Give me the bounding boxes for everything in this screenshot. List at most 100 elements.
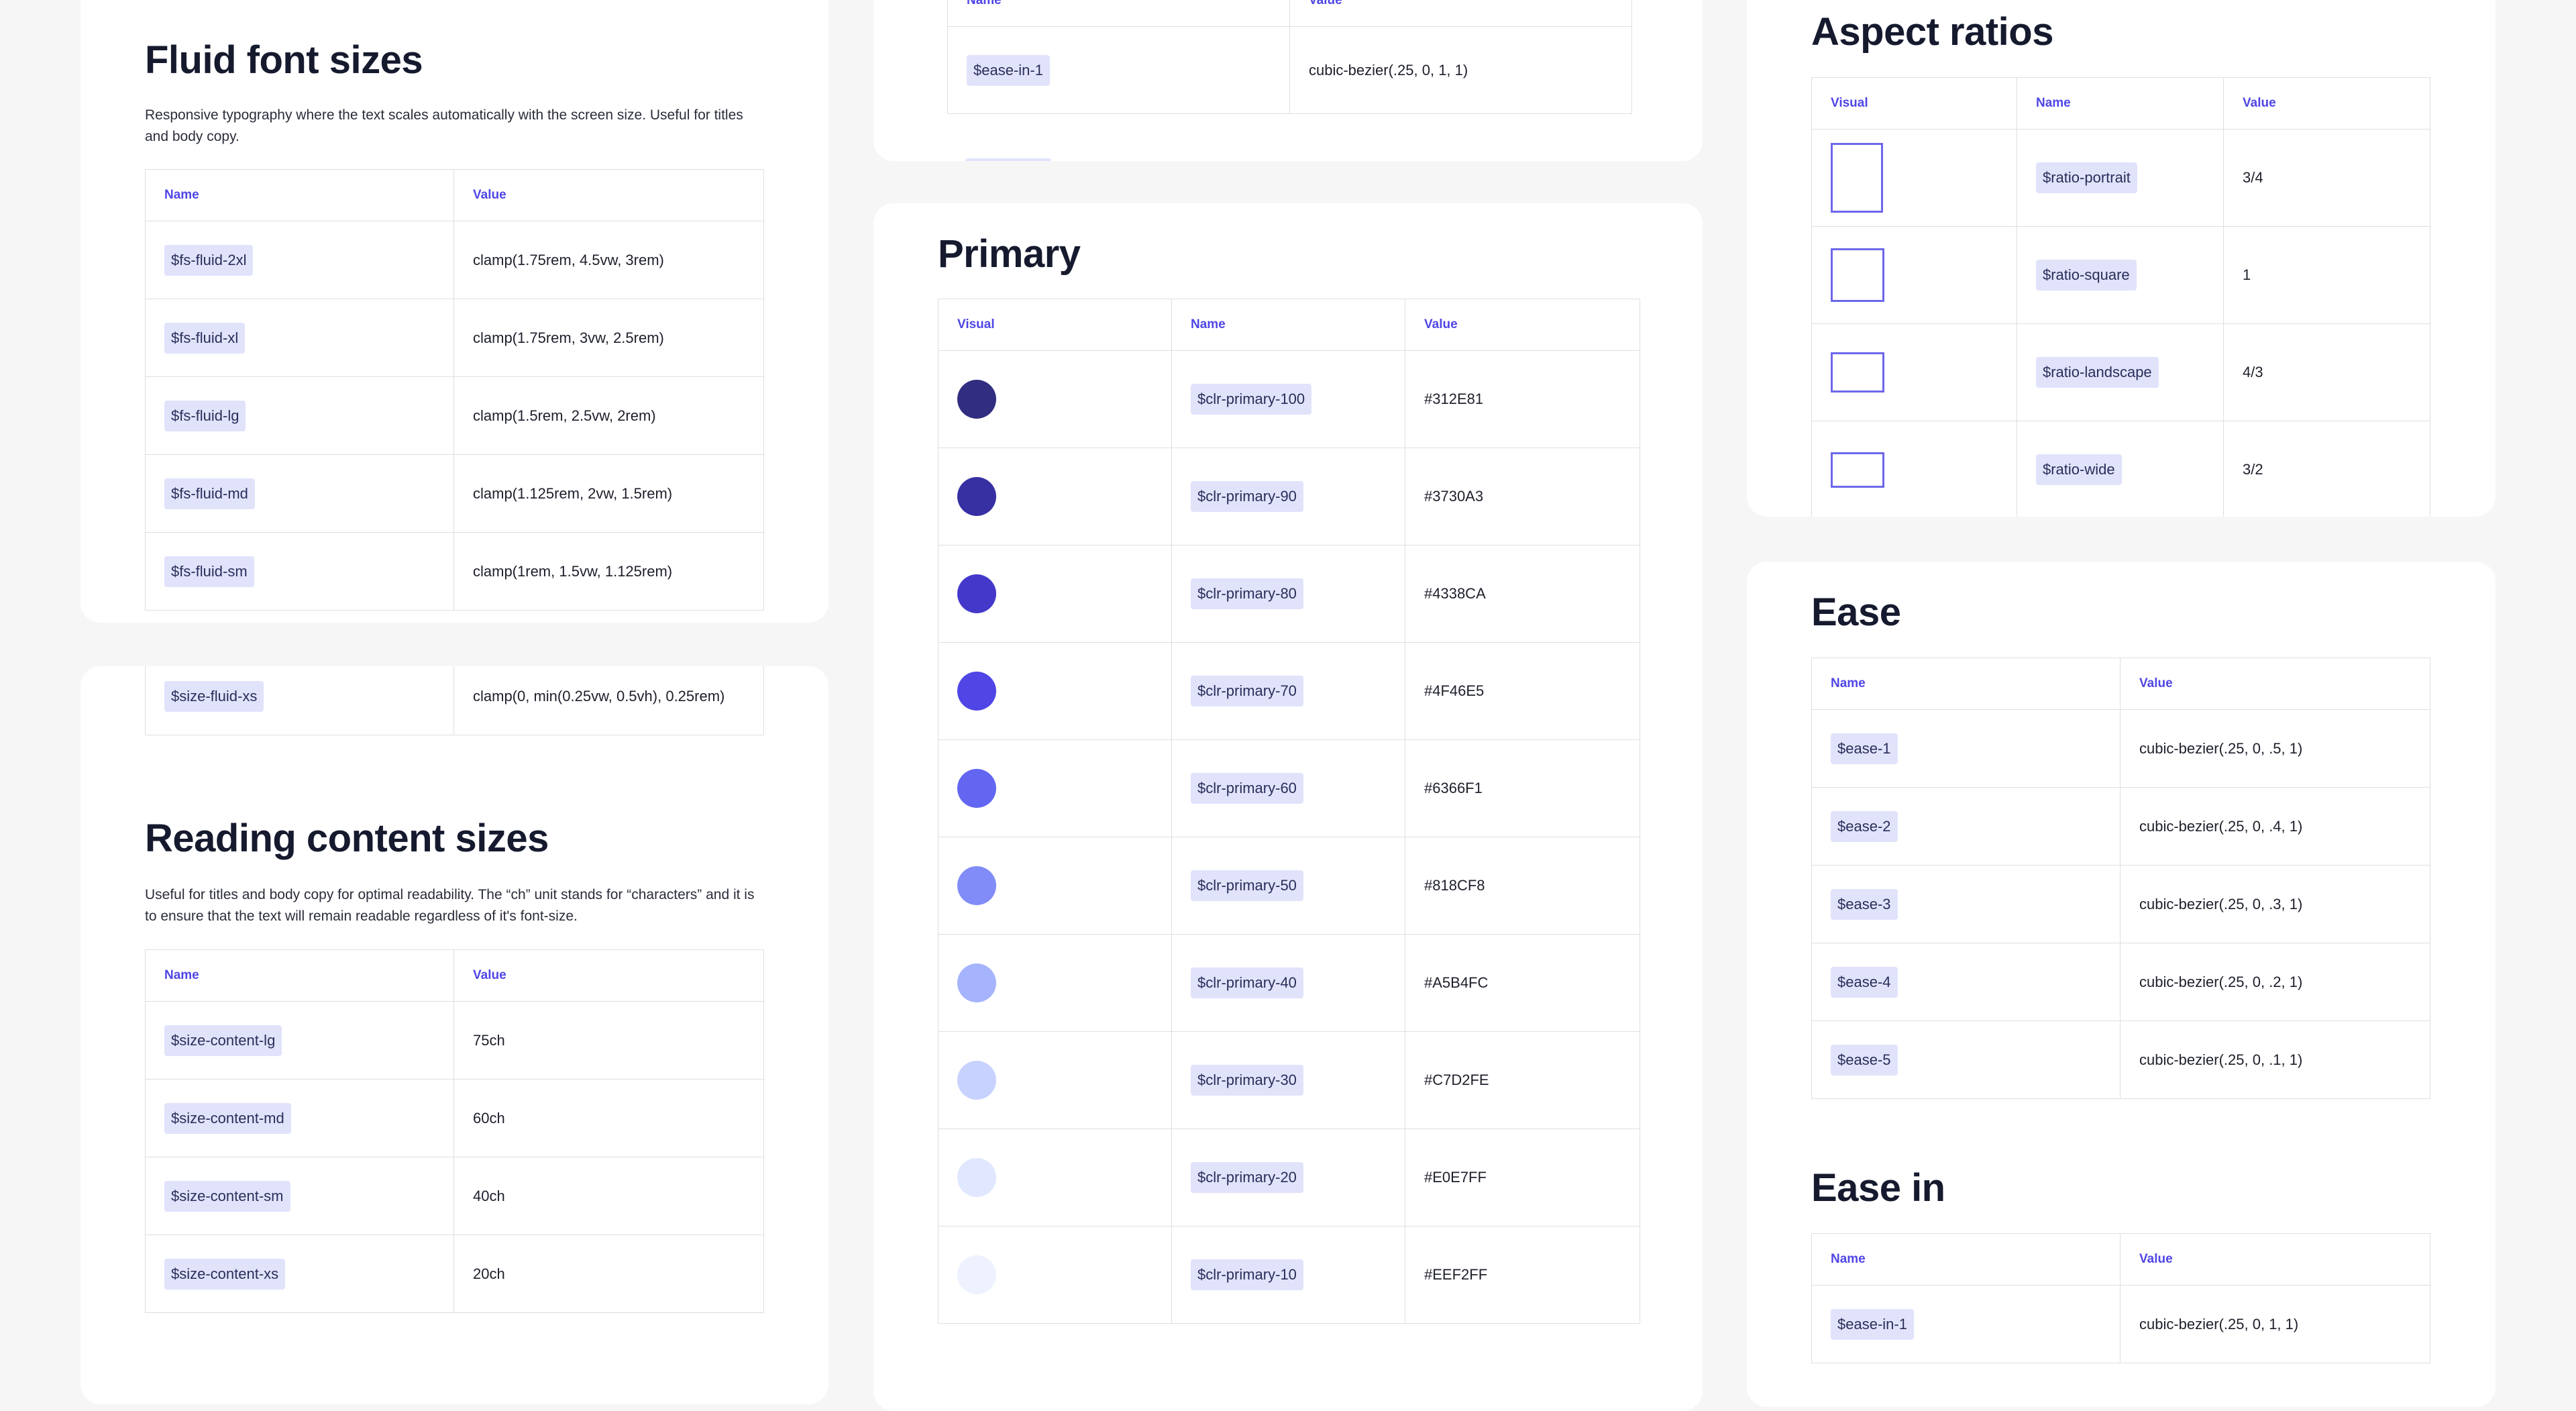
name-cell: $clr-primary-100 (1171, 350, 1405, 448)
value-cell: #818CF8 (1405, 837, 1640, 935)
table-row: $ease-in-1 cubic-bezier(.25, 0, 1, 1) (1811, 1285, 2430, 1363)
ease-card: Ease Name Value $ease-1 cubic-bezier(.25,… (1747, 562, 2496, 1407)
color-swatch (957, 672, 996, 711)
value-cell: cubic-bezier(.25, 0, 1, 1) (1289, 26, 1632, 114)
table-row: $fs-fluid-sm clamp(1rem, 1.5vw, 1.125rem) (145, 532, 764, 611)
name-cell: $ratio-square (2017, 226, 2224, 324)
fluid-size-tail-table: $size-fluid-xs clamp(0, min(0.25vw, 0.5vh… (145, 666, 764, 735)
ease-in-top-card: Name Value $ease-in-1 cubic-bezier(.25, 0… (873, 0, 1703, 161)
name-cell: $clr-primary-70 (1171, 642, 1405, 740)
visual-cell (938, 739, 1172, 837)
value-cell: #4338CA (1405, 545, 1640, 643)
name-cell: $ease-3 (1811, 865, 2121, 943)
ease-in-table: Name Value $ease-in-1 cubic-bezier(.25, 0… (1811, 1233, 2430, 1363)
ease-in-top-table: Name Value $ease-in-1 cubic-bezier(.25, 0… (947, 0, 1632, 114)
name-cell: $ratio-landscape (2017, 323, 2224, 421)
token-name-chip: $ease-5 (1831, 1044, 1898, 1076)
value-cell: clamp(0, min(0.25vw, 0.5vh), 0.25rem) (453, 666, 764, 735)
name-cell: $size-content-sm (145, 1157, 454, 1235)
table-row: $ease-4 cubic-bezier(.25, 0, .2, 1) (1811, 943, 2430, 1021)
column-header-value: Value (453, 169, 764, 221)
column-header-visual: Visual (1811, 77, 2017, 129)
token-name-chip: $ratio-wide (2036, 454, 2122, 485)
table-header-row: Name Value (947, 0, 1632, 27)
visual-cell (938, 350, 1172, 448)
table-row: $clr-primary-40 #A5B4FC (938, 934, 1640, 1032)
ratio-preview (1831, 143, 1883, 213)
name-cell: $fs-fluid-2xl (145, 221, 454, 299)
token-name-chip: $ease-4 (1831, 966, 1898, 998)
table-row: $fs-fluid-2xl clamp(1.75rem, 4.5vw, 3rem) (145, 221, 764, 299)
name-cell: $ease-1 (1811, 709, 2121, 788)
fluid-font-sizes-card: Fluid font sizes Responsive typography w… (80, 0, 828, 623)
name-cell: $fs-fluid-sm (145, 532, 454, 611)
name-cell: $ease-5 (1811, 1021, 2121, 1099)
column-header-value: Value (1289, 0, 1632, 27)
token-name-chip: $size-fluid-xs (164, 680, 264, 712)
visual-cell (1811, 226, 2017, 324)
visual-cell (938, 934, 1172, 1032)
ease-title: Ease (1811, 590, 1901, 634)
token-name-chip: $ease-2 (1831, 811, 1898, 842)
column-header-name: Name (1811, 1233, 2121, 1286)
name-cell: $clr-primary-90 (1171, 448, 1405, 545)
table-row: $clr-primary-50 #818CF8 (938, 837, 1640, 935)
token-name-chip: $clr-primary-60 (1191, 773, 1303, 804)
token-name-chip: $ease-in-1 (967, 54, 1050, 86)
table-header-row: Name Value (145, 949, 764, 1002)
column-header-value: Value (1405, 299, 1640, 351)
value-cell: cubic-bezier(.25, 0, .5, 1) (2120, 709, 2430, 788)
value-cell: 3/4 (2223, 129, 2430, 227)
fluid-font-sizes-table: Name Value $fs-fluid-2xl clamp(1.75rem, 4… (145, 169, 764, 611)
token-name-chip: $fs-fluid-md (164, 478, 255, 509)
name-cell: $ratio-wide (2017, 421, 2224, 517)
token-name-chip: $fs-fluid-lg (164, 400, 246, 431)
value-cell: cubic-bezier(.25, 0, 1, 1) (2120, 1285, 2430, 1363)
token-name-chip: $clr-primary-80 (1191, 578, 1303, 609)
token-name-chip: $clr-primary-70 (1191, 676, 1303, 707)
color-swatch (957, 574, 996, 613)
name-cell: $size-content-xs (145, 1235, 454, 1313)
token-name-chip: $size-content-lg (164, 1025, 282, 1056)
aspect-ratios-table: Visual Name Value $ratio-portrait 3/4 $rat… (1811, 77, 2430, 517)
table-row: $size-content-sm 40ch (145, 1157, 764, 1235)
fluid-font-sizes-description: Responsive typography where the text sca… (145, 107, 743, 144)
color-swatch (957, 477, 996, 516)
column-header-value: Value (2120, 1233, 2430, 1286)
name-cell: $size-fluid-xs (145, 666, 454, 735)
token-name-chip: $clr-primary-30 (1191, 1065, 1303, 1096)
token-name-chip: $ease-1 (1831, 733, 1898, 764)
table-row: $fs-fluid-md clamp(1.125rem, 2vw, 1.5rem) (145, 454, 764, 533)
name-cell: $clr-primary-50 (1171, 837, 1405, 935)
table-row: $ease-3 cubic-bezier(.25, 0, .3, 1) (1811, 865, 2430, 943)
table-row: $clr-primary-70 #4F46E5 (938, 642, 1640, 740)
token-name-chip: $clr-primary-10 (1191, 1259, 1303, 1290)
ratio-preview (1831, 452, 1884, 488)
color-swatch (957, 769, 996, 808)
aspect-ratios-card: Aspect ratios Visual Name Value $ratio-p… (1747, 0, 2496, 517)
table-row: $size-content-lg 75ch (145, 1001, 764, 1080)
value-cell: #C7D2FE (1405, 1031, 1640, 1129)
token-name-chip: $ease-3 (1831, 888, 1898, 920)
table-header-row: Visual Name Value (938, 299, 1640, 351)
color-swatch (957, 963, 996, 1002)
ratio-preview (1831, 248, 1884, 302)
reading-content-sizes-title: Reading content sizes (145, 817, 549, 860)
table-row: $clr-primary-100 #312E81 (938, 350, 1640, 448)
table-row: $clr-primary-60 #6366F1 (938, 739, 1640, 837)
primary-colors-table: Visual Name Value $clr-primary-100 #312E8… (938, 299, 1640, 1324)
column-header-visual: Visual (938, 299, 1172, 351)
table-row: $ease-1 cubic-bezier(.25, 0, .5, 1) (1811, 709, 2430, 788)
value-cell: #A5B4FC (1405, 934, 1640, 1032)
token-name-chip: $clr-primary-90 (1191, 481, 1303, 512)
ease-table: Name Value $ease-1 cubic-bezier(.25, 0, .… (1811, 658, 2430, 1099)
value-cell: #E0E7FF (1405, 1129, 1640, 1226)
token-name-chip: $clr-primary-20 (1191, 1162, 1303, 1193)
table-row: $ease-in-1 cubic-bezier(.25, 0, 1, 1) (947, 26, 1632, 114)
table-row: $size-content-md 60ch (145, 1079, 764, 1157)
name-cell: $clr-primary-60 (1171, 739, 1405, 837)
value-cell: clamp(1.75rem, 4.5vw, 3rem) (453, 221, 764, 299)
table-row: $ease-5 cubic-bezier(.25, 0, .1, 1) (1811, 1021, 2430, 1099)
color-swatch (957, 866, 996, 905)
token-name-chip: $clr-primary-100 (1191, 384, 1312, 415)
